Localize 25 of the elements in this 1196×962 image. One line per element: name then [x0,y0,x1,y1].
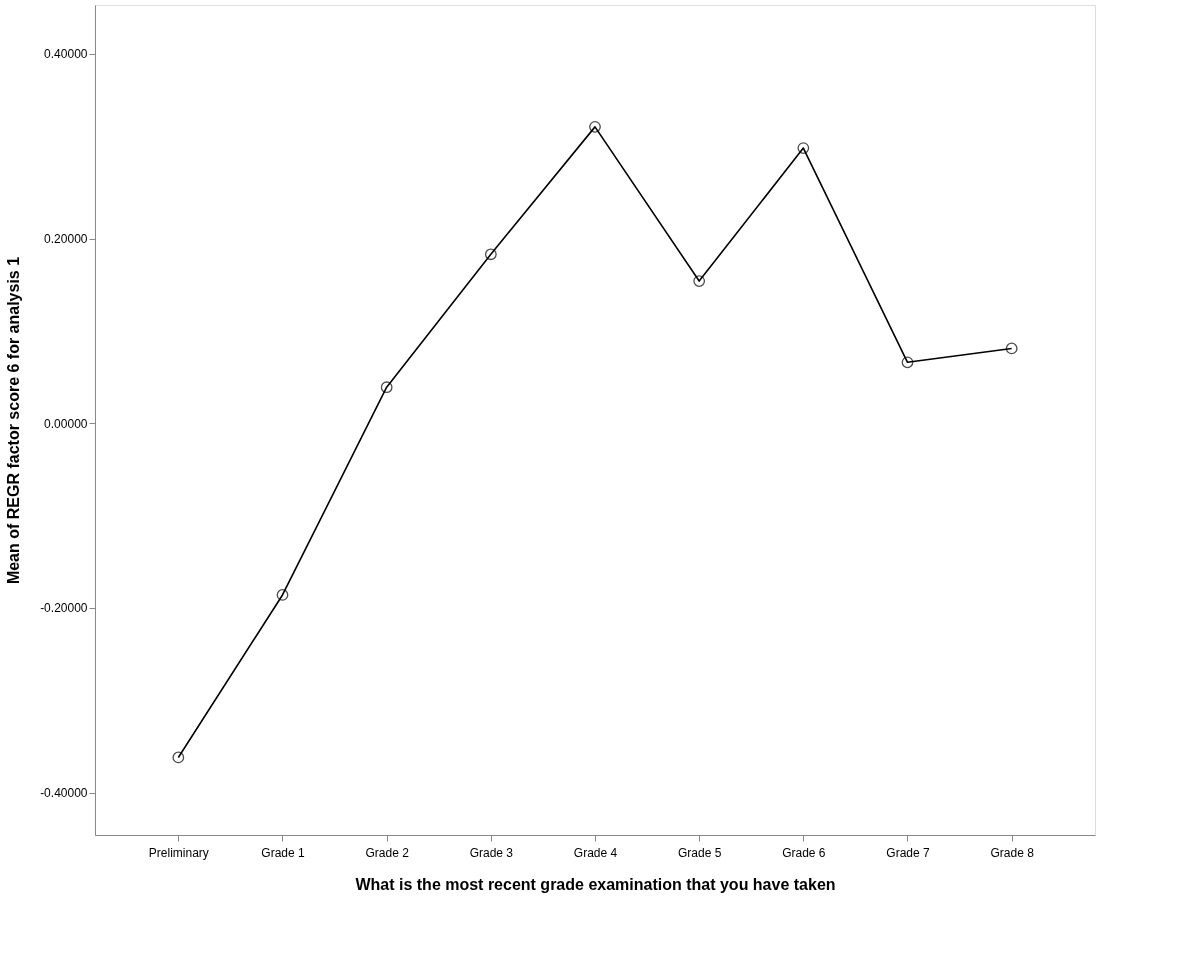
point [901,356,914,369]
point [380,381,393,394]
y-tick-label: 0.00000 [44,416,88,431]
point [1005,342,1018,355]
point [589,120,601,133]
x-tick-label: Grade 4 [573,845,618,860]
y-tick-label: 0.40000 [44,47,88,62]
x-tick-label: Grade 2 [365,845,410,860]
y-tick-label: -0.40000 [40,786,88,801]
x-tick-label: Grade 6 [782,845,826,860]
point [276,589,289,601]
y-tick-label: 0.20000 [44,232,88,247]
point [484,248,497,261]
x-axis-title: What is the most recent grade examination that you have taken [355,875,836,893]
y-axis-title: Mean of REGR factor score 6 for analysis 1 [5,256,23,585]
x-tick-label: Grade 3 [469,845,514,860]
y-tick-label: -0.20000 [40,601,88,616]
point [797,142,810,154]
point [172,751,185,764]
x-tick-label: Grade 7 [886,845,931,860]
x-tick-label: Preliminary [148,845,209,860]
x-tick-label: Grade 5 [677,845,722,860]
x-tick-label: Grade 1 [261,845,306,860]
point [693,275,706,287]
x-tick-label: Grade 8 [990,845,1035,860]
